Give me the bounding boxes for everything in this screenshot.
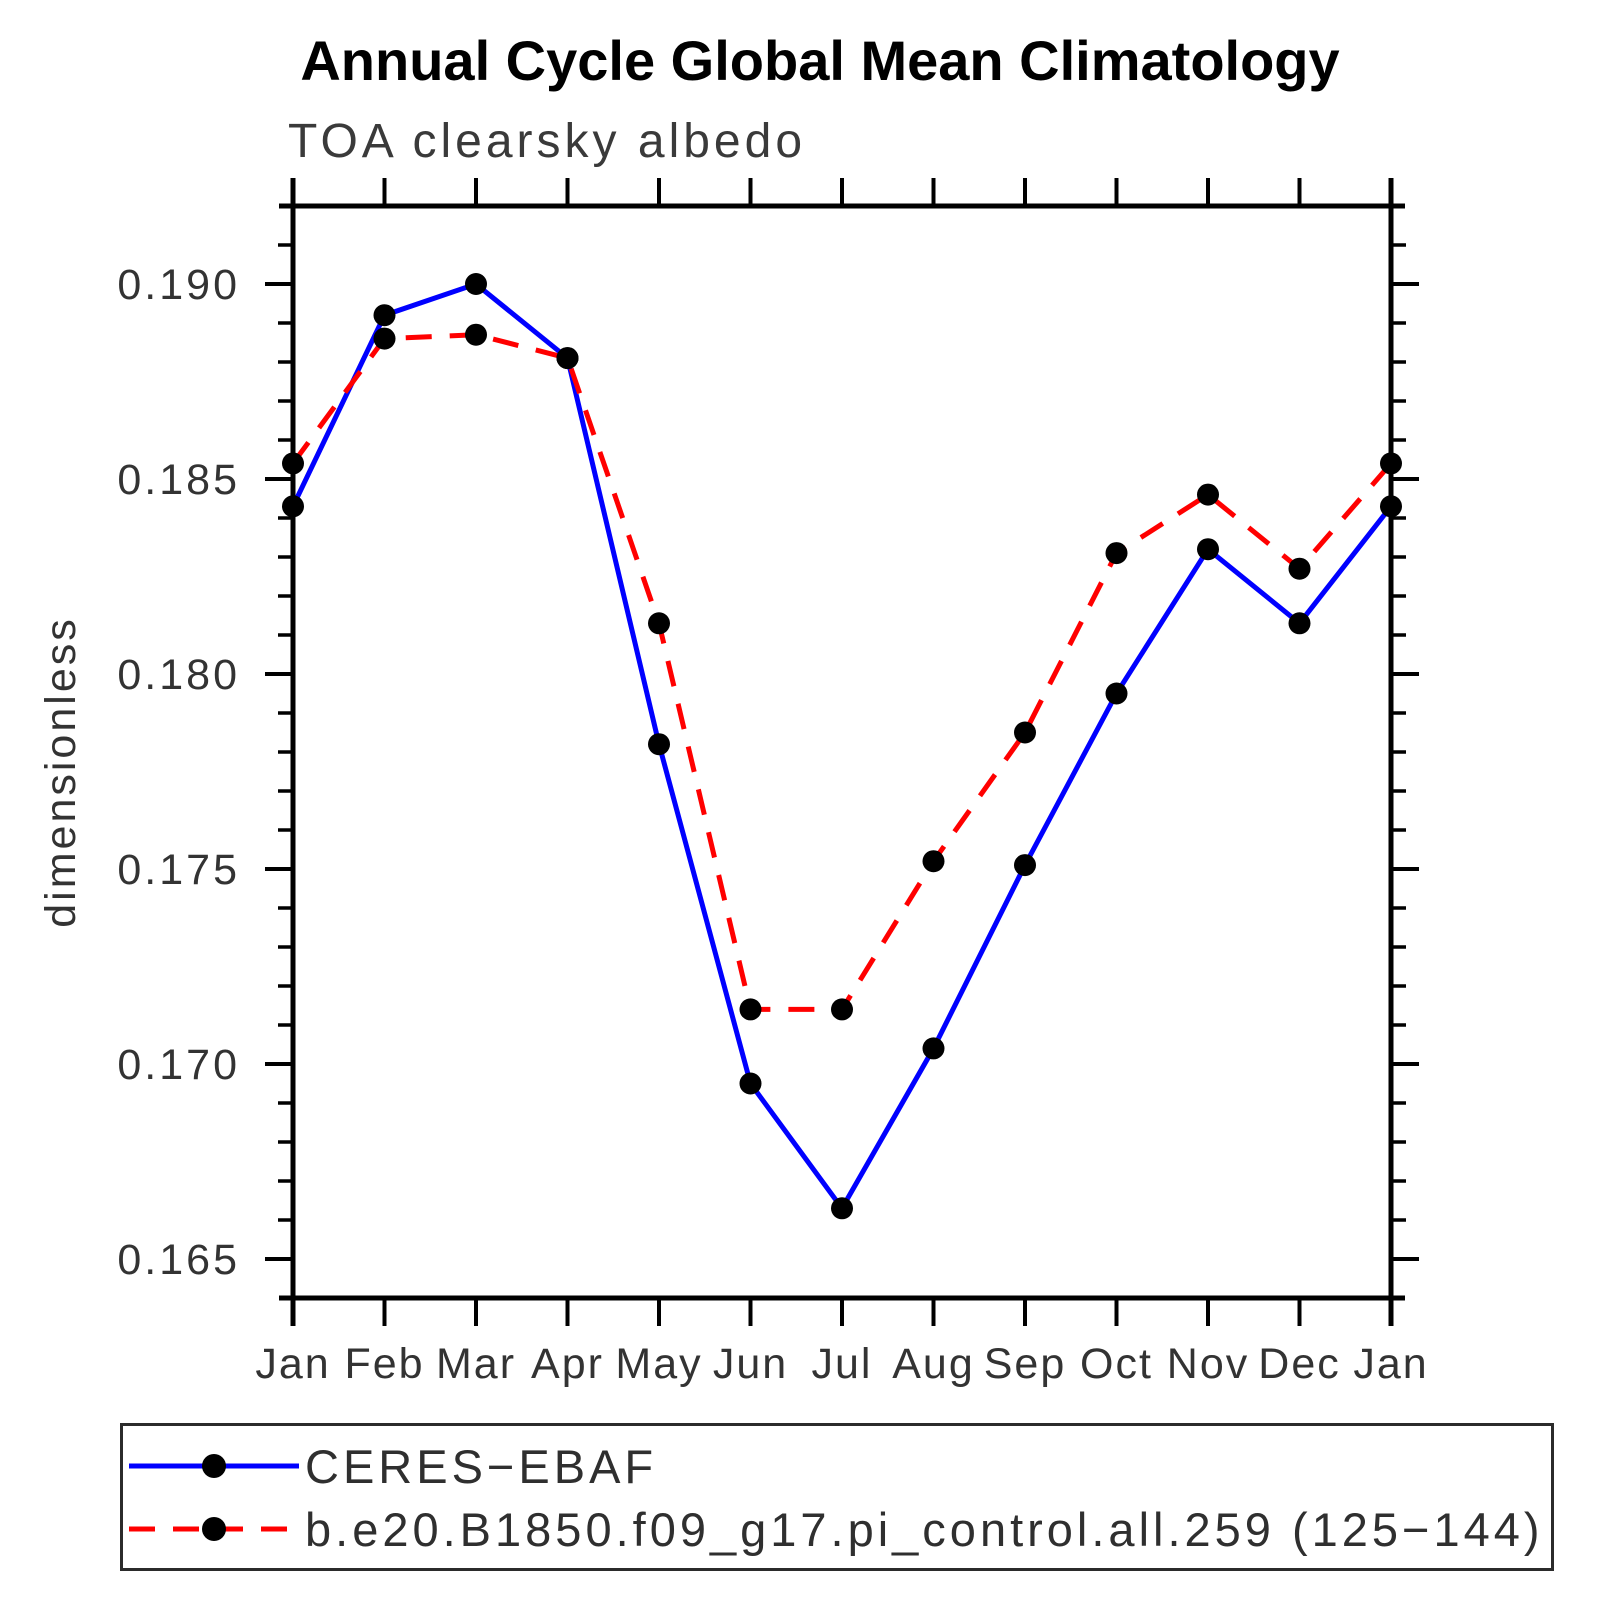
legend-marker-dot	[202, 1454, 226, 1478]
y-axis-title: dimensionless	[37, 616, 85, 927]
y-tick-label: 0.190	[117, 261, 240, 309]
data-point-marker	[922, 1037, 945, 1060]
x-tick-label: Feb	[344, 1340, 424, 1388]
legend-line-sample-solid	[129, 1454, 299, 1478]
x-tick-label: Sep	[984, 1340, 1067, 1388]
data-point-marker	[1197, 538, 1219, 561]
data-point-marker	[1288, 612, 1311, 635]
data-point-marker	[465, 273, 487, 295]
y-tick-label: 0.165	[117, 1236, 240, 1284]
data-point-marker	[1105, 682, 1128, 705]
legend: CERES−EBAF b.e20.B1850.f09_g17.pi_contro…	[120, 1423, 1554, 1571]
data-point-marker	[373, 304, 396, 327]
legend-label-ceres-ebaf: CERES−EBAF	[305, 1439, 658, 1493]
data-point-marker	[282, 495, 304, 518]
x-tick-label: Jul	[812, 1340, 873, 1388]
data-point-marker	[739, 998, 762, 1021]
data-point-marker	[648, 612, 670, 635]
data-point-marker	[1014, 854, 1036, 877]
data-point-marker	[282, 452, 304, 475]
x-tick-label: Dec	[1258, 1340, 1340, 1388]
x-tick-label: Apr	[531, 1340, 604, 1388]
series-line-1	[290, 332, 1393, 1012]
y-tick-label: 0.170	[117, 1041, 240, 1089]
data-point-marker	[922, 850, 945, 873]
data-point-marker	[831, 998, 853, 1021]
data-point-marker	[1014, 721, 1036, 744]
data-point-marker	[1105, 542, 1128, 565]
data-point-marker	[373, 327, 396, 350]
legend-label-model: b.e20.B1850.f09_g17.pi_control.all.259 (…	[305, 1502, 1544, 1556]
x-tick-label: Oct	[1080, 1340, 1153, 1388]
data-point-marker	[556, 347, 579, 370]
data-point-marker	[465, 323, 487, 346]
x-tick-label: May	[615, 1340, 702, 1388]
chart-subtitle: TOA clearsky albedo	[288, 115, 807, 168]
data-point-marker	[1288, 557, 1311, 580]
y-tick-label: 0.180	[117, 651, 240, 699]
data-point-marker	[831, 1197, 853, 1220]
data-point-marker	[739, 1072, 762, 1095]
chart-title: Annual Cycle Global Mean Climatology	[300, 29, 1340, 92]
data-point-marker	[1380, 495, 1402, 518]
x-tick-label: Jun	[713, 1340, 788, 1388]
data-point-marker	[648, 733, 670, 756]
x-tick-label: Jan	[1353, 1340, 1428, 1388]
series-line-0	[290, 281, 1393, 1213]
x-tick-label: Mar	[436, 1340, 516, 1388]
y-tick-label: 0.185	[117, 456, 240, 504]
legend-item-ceres-ebaf: CERES−EBAF	[129, 1440, 657, 1493]
x-tick-label: Aug	[892, 1340, 975, 1388]
legend-marker-dot	[202, 1517, 226, 1541]
y-tick-label: 0.175	[117, 846, 240, 894]
legend-item-model: b.e20.B1850.f09_g17.pi_control.all.259 (…	[129, 1503, 1544, 1556]
x-tick-label: Nov	[1167, 1340, 1249, 1388]
legend-line-sample-dashed	[129, 1517, 299, 1541]
x-tick-label: Jan	[255, 1340, 330, 1388]
data-point-marker	[1380, 452, 1402, 475]
data-point-marker	[1197, 483, 1219, 506]
